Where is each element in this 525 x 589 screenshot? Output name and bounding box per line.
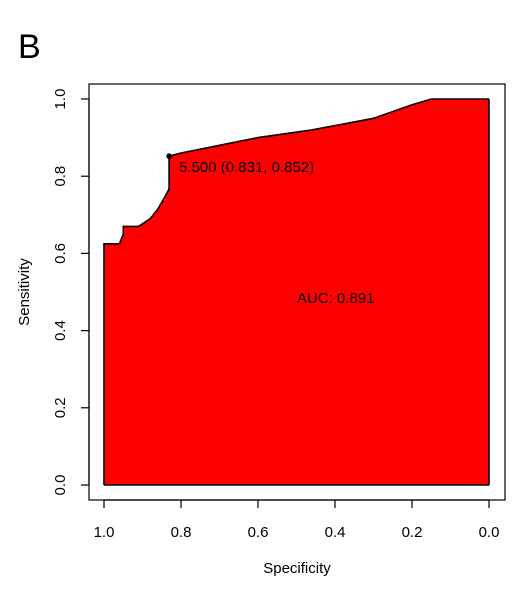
x-tick-label: 0.6 (248, 524, 269, 541)
roc-area-fill (104, 99, 489, 485)
y-tick-label: 0.6 (52, 243, 69, 264)
y-axis-title: Sensitivity (16, 258, 33, 326)
panel-letter: B (18, 28, 41, 66)
y-tick-label: 0.8 (52, 166, 69, 187)
y-tick-label: 1.0 (52, 89, 69, 110)
y-tick-label: 0.2 (52, 397, 69, 418)
y-tick-label: 0.4 (52, 320, 69, 341)
threshold-point (166, 153, 172, 159)
x-tick-label: 0.0 (479, 524, 500, 541)
threshold-annotation: 5.500 (0.831, 0.852) (179, 159, 314, 176)
x-tick-label: 0.8 (171, 524, 192, 541)
axes: 1.0 0.8 0.6 0.4 0.2 0.0 0.0 0.2 0.4 0.6 0.8 1.0 (52, 83, 506, 541)
plot-area: 5.500 (0.831, 0.852) AUC: 0.891 (103, 98, 490, 486)
auc-annotation: AUC: 0.891 (297, 290, 375, 307)
x-tick-label: 0.4 (325, 524, 346, 541)
roc-curve-line (103, 98, 489, 485)
x-axis-title: Specificity (263, 560, 331, 577)
x-tick-label: 1.0 (94, 524, 115, 541)
y-tick-label: 0.0 (52, 475, 69, 496)
x-tick-label: 0.2 (402, 524, 423, 541)
